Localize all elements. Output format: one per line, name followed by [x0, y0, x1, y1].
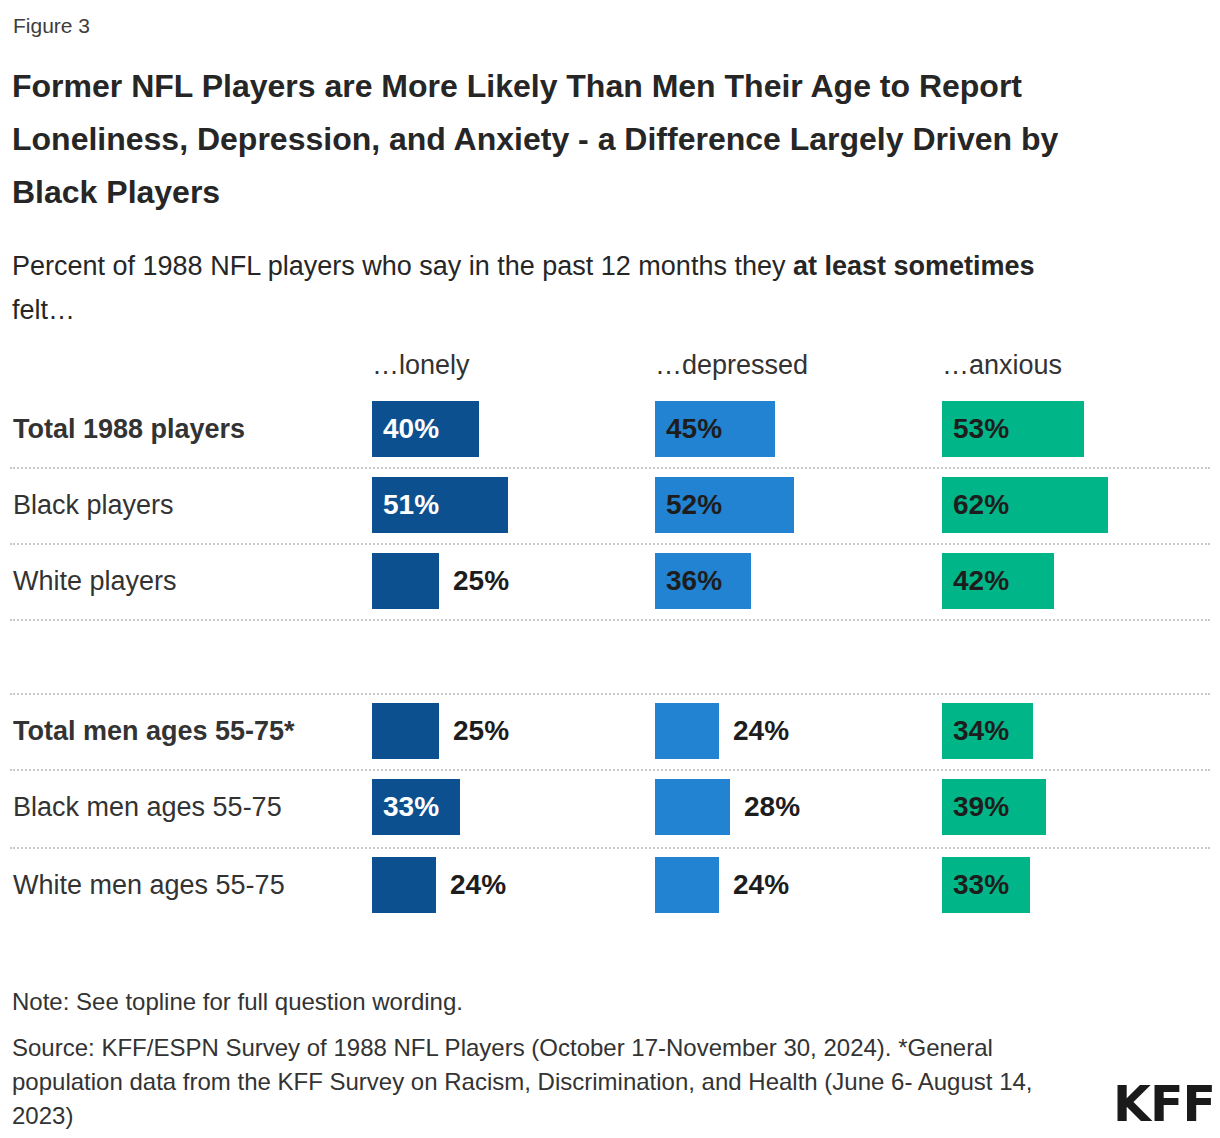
bar-value-label: 25%: [453, 703, 509, 759]
bar-value-label: 45%: [666, 401, 722, 457]
bar-value-label: 28%: [744, 779, 800, 835]
chart-subtitle: Percent of 1988 NFL players who say in t…: [12, 244, 1097, 332]
subtitle-bold-text: at least sometimes: [793, 251, 1035, 281]
subtitle-suffix-text: felt…: [12, 295, 75, 325]
bar-value-label: 24%: [450, 857, 506, 913]
column-header-anxious: …anxious: [942, 350, 1062, 381]
bar-value-label: 62%: [953, 477, 1009, 533]
bar-value-label: 40%: [383, 401, 439, 457]
bar-value-label: 42%: [953, 553, 1009, 609]
column-header-lonely: …lonely: [372, 350, 470, 381]
bar-value-label: 33%: [383, 779, 439, 835]
note-text: Note: See topline for full question word…: [12, 988, 463, 1016]
depressed-bar: [655, 703, 719, 759]
bar-value-label: 52%: [666, 477, 722, 533]
chart-title: Former NFL Players are More Likely Than …: [12, 60, 1152, 219]
row-separator: [10, 543, 1210, 545]
bar-value-label: 51%: [383, 477, 439, 533]
bar-value-label: 24%: [733, 857, 789, 913]
source-text: Source: KFF/ESPN Survey of 1988 NFL Play…: [12, 1031, 1072, 1133]
bar-value-label: 33%: [953, 857, 1009, 913]
bar-value-label: 53%: [953, 401, 1009, 457]
depressed-bar: [655, 857, 719, 913]
row-separator: [10, 619, 1210, 621]
kff-figure: Figure 3 Former NFL Players are More Lik…: [0, 0, 1220, 1138]
depressed-bar: [655, 779, 730, 835]
lonely-bar: [372, 703, 439, 759]
subtitle-text: Percent of 1988 NFL players who say in t…: [12, 251, 793, 281]
row-label: Total men ages 55-75*: [13, 693, 295, 769]
column-header-depressed: …depressed: [655, 350, 808, 381]
lonely-bar: [372, 553, 439, 609]
row-label: Black men ages 55-75: [13, 769, 282, 845]
bar-value-label: 25%: [453, 553, 509, 609]
row-label: Total 1988 players: [13, 391, 245, 467]
bar-value-label: 34%: [953, 703, 1009, 759]
figure-number: Figure 3: [13, 14, 90, 38]
bar-value-label: 36%: [666, 553, 722, 609]
row-separator: [10, 467, 1210, 469]
row-label: White men ages 55-75: [13, 847, 285, 923]
lonely-bar: [372, 857, 436, 913]
kff-logo: KFF: [1113, 1076, 1215, 1133]
bar-value-label: 24%: [733, 703, 789, 759]
row-label: Black players: [13, 467, 174, 543]
bar-value-label: 39%: [953, 779, 1009, 835]
row-label: White players: [13, 543, 177, 619]
